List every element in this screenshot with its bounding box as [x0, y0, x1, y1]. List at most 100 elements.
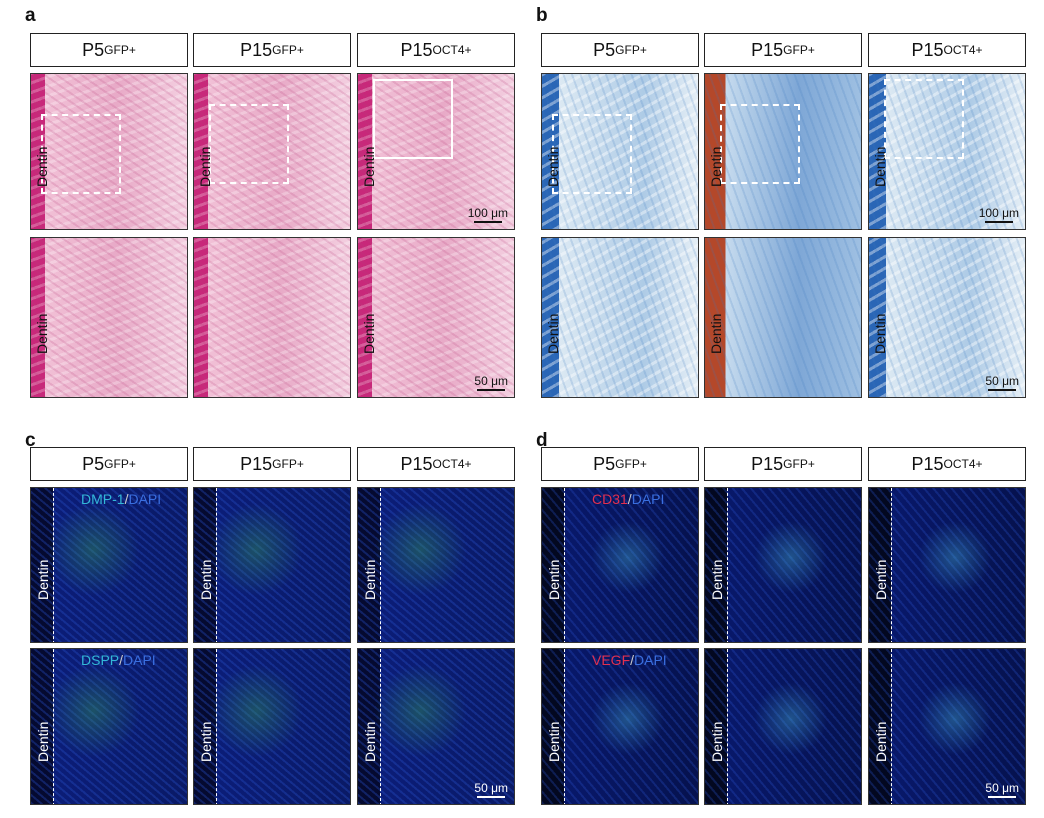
micrograph: Dentin — [541, 237, 699, 398]
header-base: P5 — [82, 39, 105, 60]
stain-part: / — [119, 652, 124, 668]
scale-bar-label: 50 μm — [474, 374, 508, 388]
scale-bar-line — [984, 221, 1013, 223]
header-base: P15 — [240, 453, 273, 474]
dentin-boundary — [891, 649, 892, 804]
stain-part: VEGF — [592, 652, 631, 668]
dentin-label: Dentin — [709, 559, 725, 601]
column-header: P5 GFP+ — [541, 33, 699, 67]
scale-bar: 100 μm — [468, 206, 508, 223]
header-superscript: GFP+ — [783, 457, 815, 471]
micrograph: Dentin — [868, 487, 1026, 643]
panel-letter: a — [25, 5, 36, 26]
scale-bar-line — [988, 389, 1017, 391]
dentin-boundary — [53, 488, 54, 642]
dentin-boundary — [380, 649, 381, 804]
header-superscript: GFP+ — [615, 457, 647, 471]
column-header: P5 GFP+ — [30, 33, 188, 67]
header-base: P15 — [751, 453, 784, 474]
micrograph: Dentin — [704, 648, 862, 805]
dentin-label: Dentin — [362, 721, 378, 763]
header-base: P15 — [400, 453, 433, 474]
scale-bar: 50 μm — [985, 374, 1019, 391]
header-superscript: OCT4+ — [432, 43, 472, 57]
micrograph: Dentin 50 μm — [868, 237, 1026, 398]
micrograph: Dentin 100 μm — [868, 73, 1026, 230]
header-superscript: GFP+ — [272, 457, 304, 471]
micrograph: Dentin — [704, 487, 862, 643]
micrograph: Dentin 50 μm — [357, 648, 515, 805]
scale-bar: 50 μm — [474, 374, 508, 391]
column-header: P15 GFP+ — [193, 447, 351, 481]
dentin-label: Dentin — [708, 313, 724, 354]
stain-part: DAPI — [128, 491, 162, 507]
micrograph: Dentin VEGF/DAPI — [541, 648, 699, 805]
dentin-label: Dentin — [872, 146, 888, 188]
header-superscript: GFP+ — [783, 43, 815, 57]
dentin-label: Dentin — [34, 313, 50, 354]
column-header: P15 GFP+ — [193, 33, 351, 67]
inset-box — [552, 114, 632, 194]
header-superscript: OCT4+ — [432, 457, 472, 471]
micrograph: Dentin — [193, 487, 351, 643]
scale-bar-label: 50 μm — [985, 781, 1019, 795]
column-header: P15 OCT4+ — [357, 33, 515, 67]
micrograph: Dentin — [704, 237, 862, 398]
column-header: P5 GFP+ — [30, 447, 188, 481]
micrograph: Dentin CD31/DAPI — [541, 487, 699, 643]
stain-part: DAPI — [123, 652, 156, 668]
inset-box — [720, 104, 800, 184]
micrograph: Dentin — [541, 73, 699, 230]
header-base: P15 — [911, 39, 944, 60]
micrograph: Dentin — [193, 73, 351, 230]
stain-label: DSPP/DAPI — [81, 652, 156, 668]
header-base: P5 — [593, 453, 616, 474]
dentin-label: Dentin — [361, 146, 377, 188]
scale-bar: 50 μm — [474, 781, 508, 798]
panel-letter: c — [25, 430, 36, 451]
header-base: P5 — [593, 39, 616, 60]
scale-bar-label: 100 μm — [467, 206, 508, 220]
inset-box — [41, 114, 121, 194]
dentin-boundary — [564, 488, 565, 642]
stain-label: VEGF/DAPI — [592, 652, 667, 668]
stain-label: CD31/DAPI — [592, 491, 664, 507]
dentin-label: Dentin — [873, 559, 889, 601]
micrograph: Dentin 50 μm — [868, 648, 1026, 805]
header-superscript: GFP+ — [615, 43, 647, 57]
dentin-boundary — [564, 649, 565, 804]
dentin-label: Dentin — [197, 146, 213, 188]
micrograph: Dentin DSPP/DAPI — [30, 648, 188, 805]
dentin-boundary — [891, 488, 892, 642]
stain-part: DAPI — [634, 652, 667, 668]
stain-part: / — [627, 491, 632, 507]
scale-bar-line — [477, 796, 506, 798]
micrograph: Dentin — [357, 487, 515, 643]
dentin-label: Dentin — [198, 559, 214, 601]
dentin-label: Dentin — [362, 559, 378, 601]
column-header: P15 GFP+ — [704, 447, 862, 481]
dentin-label: Dentin — [198, 721, 214, 763]
stain-part: / — [630, 652, 635, 668]
inset-box — [373, 79, 453, 159]
scale-bar-line — [477, 389, 506, 391]
micrograph: Dentin DMP-1/DAPI — [30, 487, 188, 643]
dentin-boundary — [727, 488, 728, 642]
scale-bar-line — [988, 796, 1017, 798]
dentin-boundary — [216, 649, 217, 804]
stain-part: DAPI — [631, 491, 665, 507]
dentin-label: Dentin — [872, 313, 888, 354]
micrograph: Dentin — [193, 648, 351, 805]
scale-bar-label: 50 μm — [985, 374, 1019, 388]
column-header: P15 OCT4+ — [357, 447, 515, 481]
column-header: P15 OCT4+ — [868, 33, 1026, 67]
scale-bar: 100 μm — [979, 206, 1019, 223]
stain-part: / — [124, 491, 129, 507]
dentin-label: Dentin — [545, 146, 561, 188]
micrograph: Dentin 50 μm — [357, 237, 515, 398]
header-superscript: GFP+ — [104, 457, 136, 471]
column-header: P15 GFP+ — [704, 33, 862, 67]
dentin-boundary — [53, 649, 54, 804]
stain-label: DMP-1/DAPI — [81, 491, 161, 507]
